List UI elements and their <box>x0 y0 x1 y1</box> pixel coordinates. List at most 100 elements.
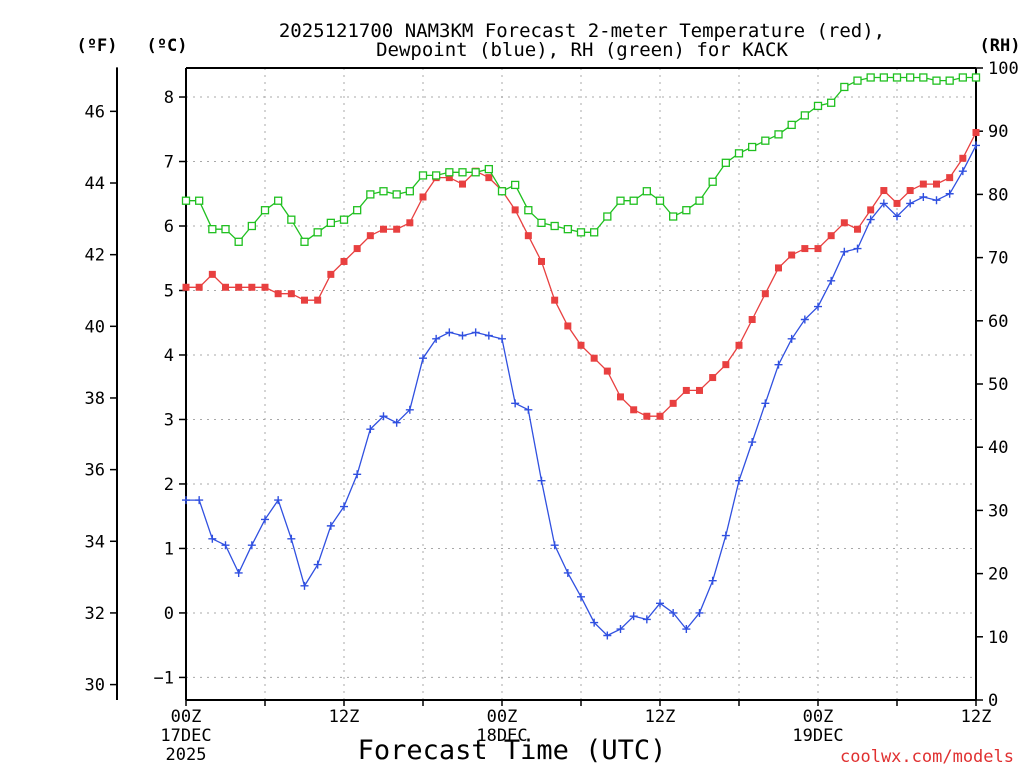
temperature-point <box>827 232 835 240</box>
x-tick-label: 12Z <box>329 707 360 727</box>
fahrenheit-tick-label: 34 <box>85 532 105 552</box>
fahrenheit-tick-label: 44 <box>85 174 105 194</box>
rh-tick-label: 90 <box>988 122 1008 142</box>
rh-point <box>300 237 309 246</box>
temperature-point <box>735 341 743 349</box>
rh-tick-label: 100 <box>988 59 1019 79</box>
rh-point <box>524 206 533 215</box>
dewpoint-point <box>392 418 401 427</box>
x-tick-label: 00Z <box>487 707 518 727</box>
rh-point <box>379 187 388 196</box>
dewpoint-point <box>340 502 348 511</box>
temperature-point <box>222 283 229 291</box>
dewpoint-point <box>629 612 638 621</box>
rh-unit-label: (RH) <box>980 36 1021 56</box>
temperature-point <box>603 367 611 375</box>
rh-point <box>813 101 823 111</box>
temperature-point <box>301 296 308 304</box>
dewpoint-point <box>787 334 796 343</box>
temperature-point <box>208 270 216 278</box>
temperature-point <box>538 257 545 265</box>
dewpoint-point <box>261 515 269 524</box>
rh-point <box>853 76 862 85</box>
rh-tick-label: 10 <box>988 628 1008 648</box>
series-rh <box>181 73 981 246</box>
rh-point <box>800 111 809 120</box>
rh-point <box>326 218 335 227</box>
dewpoint-point <box>932 196 941 205</box>
rh-point <box>971 73 981 82</box>
dewpoint-point <box>814 302 822 311</box>
series-layer <box>181 73 981 640</box>
rh-point <box>879 73 888 82</box>
temperature-point <box>274 290 282 298</box>
rh-point <box>827 98 836 107</box>
rh-tick-label: 40 <box>988 438 1008 458</box>
rh-tick-label: 0 <box>988 691 998 711</box>
temperature-point <box>380 225 387 233</box>
temperature-point <box>314 296 322 304</box>
x-tick-label: 19DEC <box>792 726 843 746</box>
dewpoint-point <box>458 331 467 340</box>
dewpoint-point <box>682 625 691 634</box>
rh-point <box>945 76 954 85</box>
x-tick-label: 18DEC <box>476 726 527 746</box>
dewpoint-point <box>326 521 335 530</box>
rh-tick-label: 70 <box>988 249 1008 269</box>
rh-point <box>181 196 191 205</box>
dewpoint-point <box>353 470 362 479</box>
dewpoint-point <box>524 405 533 414</box>
rh-point <box>471 168 480 177</box>
dewpoint-point <box>445 328 454 337</box>
dewpoint-point <box>972 141 980 150</box>
chart-title-line-1: 2025121700 NAM3KM Forecast 2-meter Tempe… <box>279 20 885 42</box>
dewpoint-point <box>379 412 388 421</box>
rh-point <box>497 187 507 196</box>
dewpoint-point <box>866 215 875 224</box>
rh-point <box>353 206 362 215</box>
rh-point <box>208 225 217 234</box>
temperature-point <box>972 128 980 136</box>
rh-point <box>287 215 296 224</box>
celsius-tick-label: 5 <box>164 281 174 301</box>
rh-point <box>787 120 796 130</box>
grid-layer <box>186 68 976 700</box>
temperature-point <box>748 316 756 324</box>
temperature-point <box>893 199 901 207</box>
rh-point <box>958 73 967 82</box>
dewpoint-point <box>616 625 625 634</box>
temperature-point <box>814 245 822 253</box>
temperature-point <box>577 341 585 349</box>
series-2-meter-temperature <box>182 128 980 420</box>
dewpoint-point <box>471 328 480 337</box>
temperature-point <box>327 270 335 278</box>
dewpoint-point <box>300 581 309 590</box>
temperature-point <box>419 193 427 201</box>
celsius-tick-label: 3 <box>164 410 174 430</box>
temperature-point <box>867 206 875 214</box>
dewpoint-point <box>274 496 283 505</box>
dewpoint-point <box>603 631 612 640</box>
dewpoint-point <box>945 189 954 198</box>
dewpoint-point <box>656 599 664 608</box>
dewpoint-point <box>366 425 375 434</box>
rh-point <box>708 177 717 186</box>
dewpoint-point <box>669 608 678 617</box>
rh-point <box>195 196 204 205</box>
rh-point <box>840 82 849 92</box>
fahrenheit-tick-label: 32 <box>85 604 105 624</box>
dewpoint-point <box>590 618 599 627</box>
rh-point <box>445 168 454 177</box>
rh-point <box>537 218 546 227</box>
rh-point <box>721 158 730 167</box>
rh-point <box>629 196 638 205</box>
fahrenheit-tick-label: 40 <box>85 317 105 337</box>
fahrenheit-tick-label: 30 <box>85 676 105 696</box>
dewpoint-point <box>827 276 836 285</box>
x-tick-label: 17DEC <box>160 726 211 746</box>
rh-point <box>590 228 599 237</box>
rh-point <box>339 215 349 224</box>
dewpoint-point <box>208 534 217 543</box>
